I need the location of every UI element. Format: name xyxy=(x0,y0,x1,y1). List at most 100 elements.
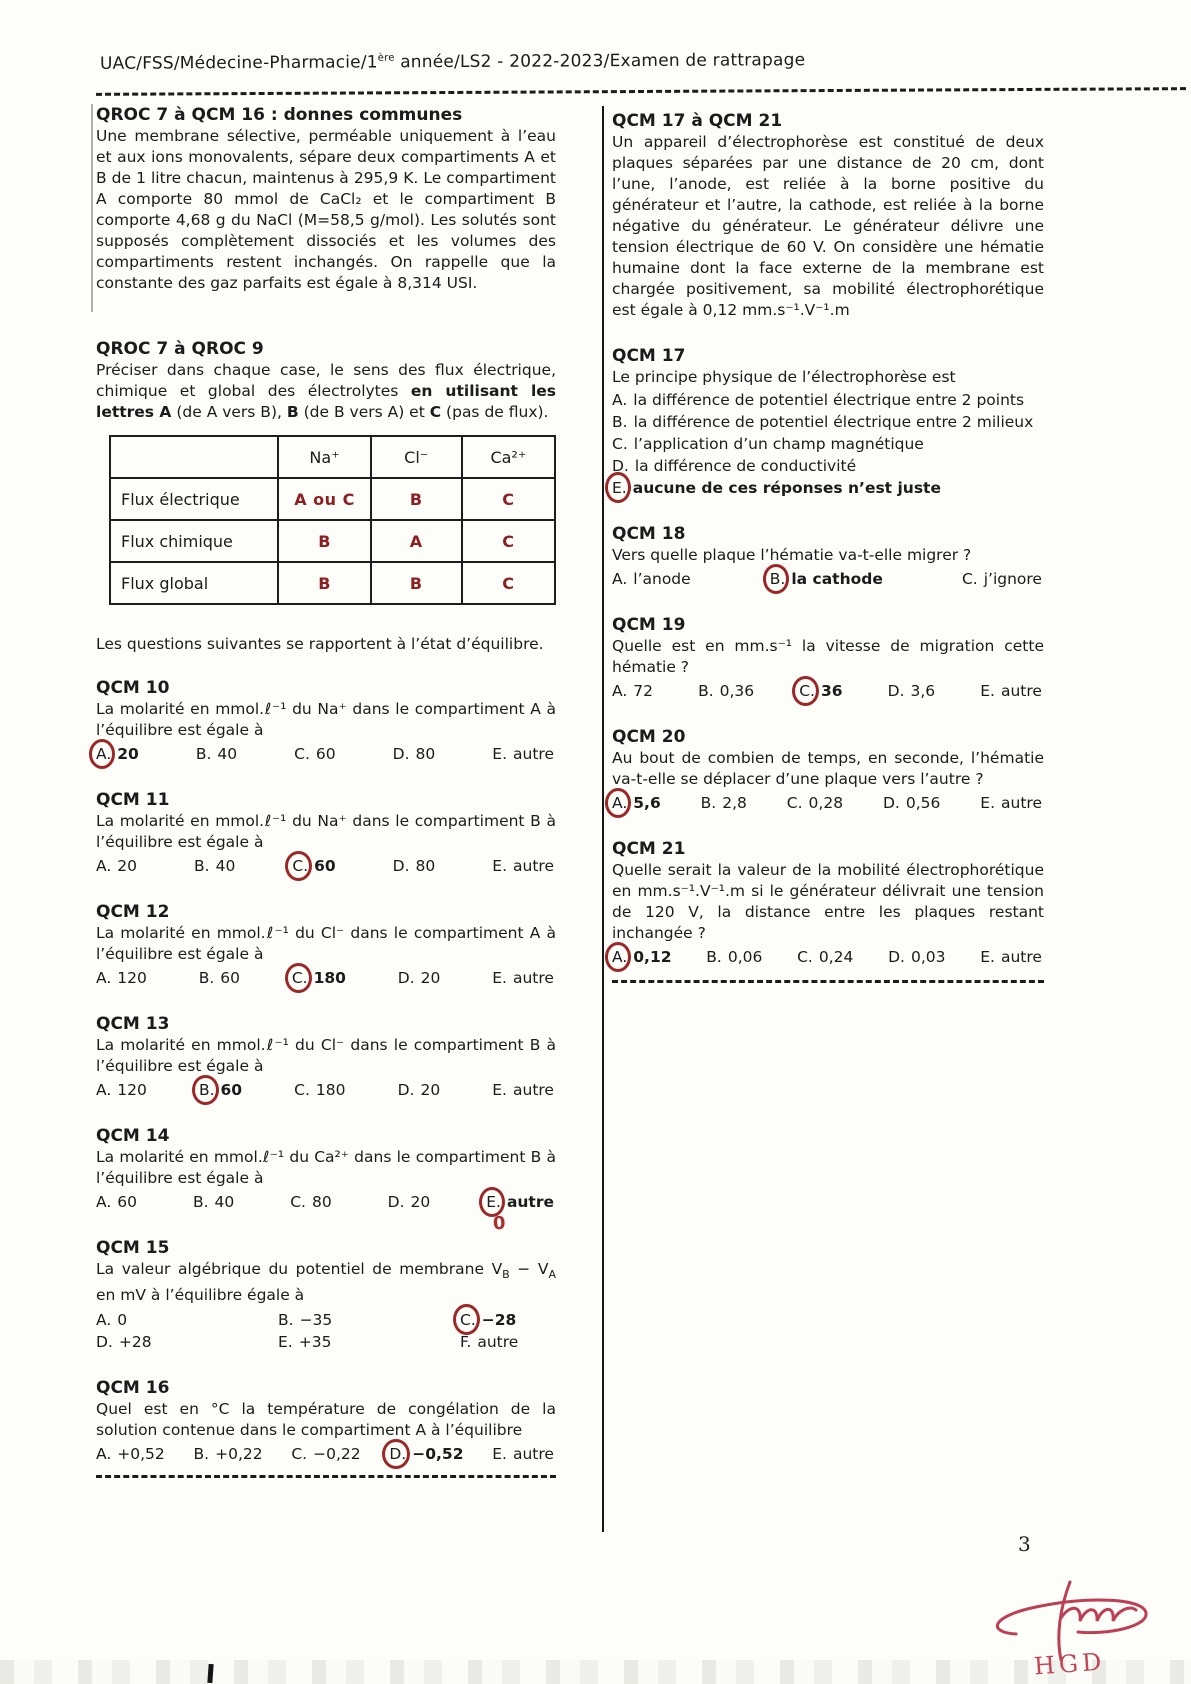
qcm-options: A. 120 B. 60 C. 180 D. 20 E. autre xyxy=(96,963,556,993)
option-value: 20 xyxy=(420,1081,441,1099)
option-letter: C. xyxy=(453,1304,480,1336)
option: A. 72 xyxy=(612,681,653,702)
option-letter: B. xyxy=(698,682,714,700)
option-letter: B. xyxy=(612,413,628,431)
option: A. 0 xyxy=(96,1309,278,1331)
qcm-11: QCM 11 La molarité en mmol.ℓ⁻¹ du Na⁺ da… xyxy=(96,789,556,881)
option-value: la cathode xyxy=(791,570,883,588)
row-label: Flux électrique xyxy=(108,477,280,521)
option: C. 80 xyxy=(290,1192,331,1213)
qcm-title: QCM 21 xyxy=(612,839,686,859)
option-value: l’anode xyxy=(633,570,691,588)
option: D. 80 xyxy=(393,856,436,877)
option-letter: E. xyxy=(605,472,631,503)
option: B. 0,06 xyxy=(706,947,762,968)
option-value: autre xyxy=(513,857,554,875)
option-value: 60 xyxy=(315,745,336,763)
page-header: UAC/FSS/Médecine-Pharmacie/1ère année/LS… xyxy=(100,50,805,74)
option-letter: C. xyxy=(797,948,813,966)
qcm-12: QCM 12 La molarité en mmol.ℓ⁻¹ du Cl⁻ da… xyxy=(96,901,556,993)
qcm-question: La molarité en mmol.ℓ⁻¹ du Cl⁻ dans le c… xyxy=(96,924,556,963)
option-letter: E. xyxy=(492,969,507,987)
qroc-instructions: Préciser dans chaque case, le sens des f… xyxy=(96,361,556,421)
option-letter: D. xyxy=(96,1333,113,1352)
option-value: autre xyxy=(1001,794,1042,812)
qcm-question: La valeur algébrique du potentiel de mem… xyxy=(96,1260,556,1305)
option: C. 0,28 xyxy=(787,793,843,814)
qcm-14: QCM 14 La molarité en mmol.ℓ⁻¹ du Ca²⁺ d… xyxy=(96,1125,556,1234)
option-value: 120 xyxy=(117,969,147,987)
option-value: −0,22 xyxy=(313,1445,361,1464)
qcm-options: A. 120 B. 60 C. 180 D. 20 E. autre xyxy=(96,1075,556,1105)
option-letter: A. xyxy=(96,857,112,875)
handwritten-answer: B xyxy=(369,477,463,521)
option-letter: D. xyxy=(397,969,415,987)
option-letter: D. xyxy=(888,948,905,966)
option-value: 120 xyxy=(117,1081,147,1099)
table-col-ca: Ca²⁺ xyxy=(460,435,557,479)
grader-signature: HGD xyxy=(978,1574,1168,1684)
option-letter: D. xyxy=(397,1081,415,1099)
option-letter: D. xyxy=(392,745,410,763)
option: B. −35 xyxy=(278,1309,460,1331)
qcm-question: Quel est en °C la température de congéla… xyxy=(96,1400,556,1440)
common-data-heading: QROC 7 à QCM 16 : donnes communes xyxy=(96,105,463,125)
option-value: 0,24 xyxy=(818,948,854,966)
page-number: 3 xyxy=(1018,1532,1031,1556)
qcm-17: QCM 17 Le principe physique de l’électro… xyxy=(605,345,1044,503)
option-value: 80 xyxy=(415,745,436,763)
option: D. −0,52 xyxy=(382,1439,463,1470)
option-letter: B. xyxy=(193,1445,210,1464)
option-value: 20 xyxy=(420,969,441,987)
qcm-15: QCM 15 La valeur algébrique du potentiel… xyxy=(96,1237,556,1353)
header-title-main: UAC/FSS/Médecine-Pharmacie/1 xyxy=(99,52,378,74)
option: E. autre xyxy=(980,947,1042,968)
option-value: autre xyxy=(512,969,554,987)
option: E. +35 xyxy=(278,1331,460,1353)
option-value: 5,6 xyxy=(633,794,661,812)
qcm-question: Quelle est en mm.s⁻¹ la vitesse de migra… xyxy=(612,637,1044,676)
option-letter: D. xyxy=(612,457,629,475)
option: C. 36 xyxy=(792,676,843,706)
table-row: Flux chimique B A C xyxy=(108,519,557,563)
option-value: autre xyxy=(513,1081,554,1099)
option-letter: B. xyxy=(192,1075,218,1105)
common-data-paragraph: Une membrane sélective, perméable unique… xyxy=(96,127,556,292)
option-letter: E. xyxy=(278,1333,293,1352)
option-value: +35 xyxy=(298,1333,332,1352)
option-value: 0 xyxy=(117,1311,128,1330)
option-value: 40 xyxy=(214,1193,235,1211)
option: B. +0,22 xyxy=(194,1444,263,1465)
signature-squiggle-icon xyxy=(995,1580,1148,1662)
qcm-options: A. l’anode B. la cathode C. j’ignore xyxy=(612,564,1044,594)
qcm-question: La molarité en mmol.ℓ⁻¹ du Cl⁻ dans le c… xyxy=(96,1036,556,1075)
option: B. 40 xyxy=(193,1192,234,1213)
option-value: autre xyxy=(1000,682,1042,700)
qcm-title: QCM 19 xyxy=(612,615,686,635)
option: E. autre xyxy=(980,681,1042,702)
option-letter: B. xyxy=(762,564,789,594)
qcm-options: A. 20 B. 40 C. 60 D. 80 E. autre xyxy=(88,739,556,769)
handwritten-answer: C xyxy=(460,477,557,521)
option-letter: E. xyxy=(492,857,508,875)
option-value: j’ignore xyxy=(983,570,1042,588)
option-value: 0,12 xyxy=(633,948,672,966)
qcm-title: QCM 17 xyxy=(612,346,686,366)
option-letter: B. xyxy=(198,969,215,987)
option-value: 36 xyxy=(820,682,843,700)
option-letter: E. xyxy=(492,1445,507,1464)
option-value: 60 xyxy=(117,1193,137,1211)
dashed-separator-right xyxy=(612,980,1044,983)
option: B. 0,36 xyxy=(698,681,754,702)
right-column: QCM 17 à QCM 21 Un appareil d’électropho… xyxy=(604,100,1044,983)
qcm-options: A. 72 B. 0,36 C. 36 D. 3,6 E. autre xyxy=(612,676,1044,706)
option-letter: C. xyxy=(612,435,628,453)
dashed-separator-left xyxy=(96,1475,556,1479)
option-letter: D. xyxy=(382,1439,411,1470)
option: A. 20 xyxy=(88,739,139,769)
qcm-title: QCM 18 xyxy=(612,524,686,544)
qcm-21: QCM 21 Quelle serait la valeur de la mob… xyxy=(604,838,1044,972)
option-value: 72 xyxy=(633,682,653,700)
option-value: +28 xyxy=(118,1333,152,1352)
